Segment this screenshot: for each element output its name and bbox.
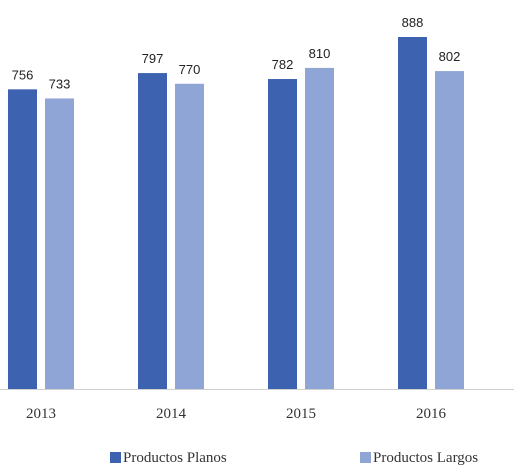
value-labels-layer: 756 733 797 770 782 810 888 802 [12,15,461,91]
bars-layer [8,37,464,390]
data-label-productos-largos-2015: 810 [309,46,331,61]
legend-label-productos-largos: Productos Largos [373,450,478,466]
data-label-productos-largos-2014: 770 [179,62,201,77]
x-axis-tick-labels: 2013 2014 2015 2016 [26,406,447,422]
x-tick-label-2013: 2013 [26,406,56,422]
legend-swatch-productos-largos [360,452,371,463]
data-label-productos-largos-2016: 802 [439,49,461,64]
data-label-productos-planos-2014: 797 [142,51,164,66]
legend-swatch-productos-planos [110,452,121,463]
bar-productos-planos-2013 [8,89,37,389]
legend: Productos Planos Productos Largos [110,450,478,466]
bar-productos-largos-2014 [175,83,204,389]
legend-label-productos-planos: Productos Planos [123,450,227,466]
bar-productos-largos-2013 [45,98,74,390]
bar-productos-planos-2016 [398,37,427,389]
data-label-productos-planos-2016: 888 [402,15,424,30]
data-label-productos-planos-2013: 756 [12,67,34,82]
data-label-productos-planos-2015: 782 [272,57,294,72]
bar-productos-planos-2015 [268,79,297,390]
bar-productos-planos-2014 [138,73,167,389]
data-label-productos-largos-2013: 733 [49,76,71,91]
bar-productos-largos-2015 [305,67,334,390]
x-tick-label-2015: 2015 [286,406,316,422]
x-tick-label-2014: 2014 [156,406,187,422]
x-tick-label-2016: 2016 [416,406,447,422]
bar-productos-largos-2016 [435,71,464,389]
